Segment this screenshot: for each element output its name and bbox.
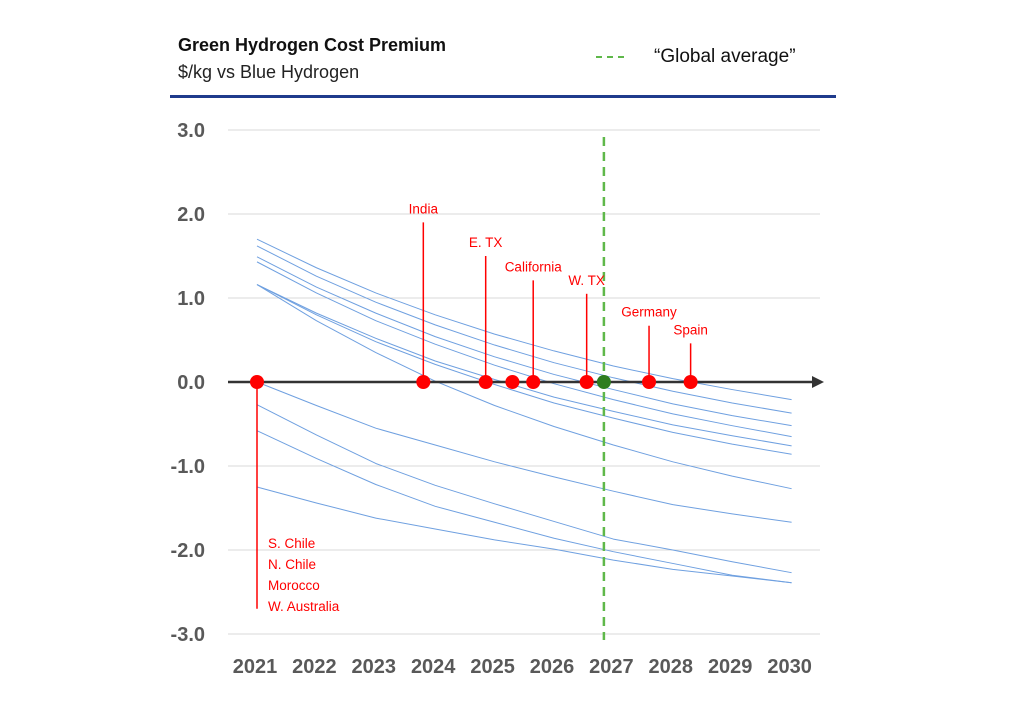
marker-label: Germany [621,305,677,320]
series-line [256,261,792,438]
x-tick-label: 2026 [530,656,575,678]
legend-label: “Global average” [654,46,796,67]
breakeven-marker [250,375,264,389]
x-tick-label: 2023 [352,656,397,678]
breakeven-marker [478,375,493,389]
series-line [256,256,792,427]
legend: “Global average” [596,46,796,68]
marker-label-line: S. Chile [268,536,315,551]
header-divider [170,95,836,98]
x-tick-label: 2024 [411,656,456,678]
series-line [256,486,792,584]
x-tick-label: 2025 [470,656,515,678]
y-tick-label: 0.0 [177,372,205,394]
marker-label: W. TX [568,273,605,288]
marker-label: California [505,259,563,274]
series-line [256,284,792,455]
x-tick-label: 2027 [589,656,634,678]
axis-arrowhead [812,376,824,388]
series-line [256,238,792,401]
y-tick-label: -1.0 [171,456,205,478]
x-tick-label: 2029 [708,656,753,678]
x-tick-label: 2021 [233,656,278,678]
series-line [256,284,792,447]
marker-label: India [409,201,439,216]
breakeven-marker [526,375,541,389]
chart-subtitle: $/kg vs Blue Hydrogen [178,62,360,82]
series-line [256,430,792,584]
chart-title: Green Hydrogen Cost Premium [178,35,447,55]
series-line [256,284,792,490]
marker-label-line: W. Australia [268,599,340,614]
marker-label-line: N. Chile [268,557,316,572]
global-average-marker [596,375,611,389]
x-tick-label: 2028 [649,656,694,678]
x-tick-label: 2022 [292,656,337,678]
marker-label-line: Morocco [268,578,320,593]
series-line [256,404,792,574]
breakeven-marker [416,375,431,389]
marker-label: Spain [673,322,708,337]
series-line [256,381,792,523]
y-tick-label: 1.0 [177,288,205,310]
y-tick-label: 2.0 [177,204,205,226]
x-tick-label: 2030 [767,656,812,678]
y-tick-label: -2.0 [171,540,205,562]
marker-label: E. TX [469,235,503,250]
y-tick-label: 3.0 [177,120,205,142]
breakeven-marker [579,375,594,389]
series-line [256,245,792,414]
legend-dashed-line-swatch [596,56,624,58]
breakeven-marker [505,375,520,389]
breakeven-marker [642,375,657,389]
breakeven-marker [683,375,698,389]
y-tick-label: -3.0 [171,624,205,646]
